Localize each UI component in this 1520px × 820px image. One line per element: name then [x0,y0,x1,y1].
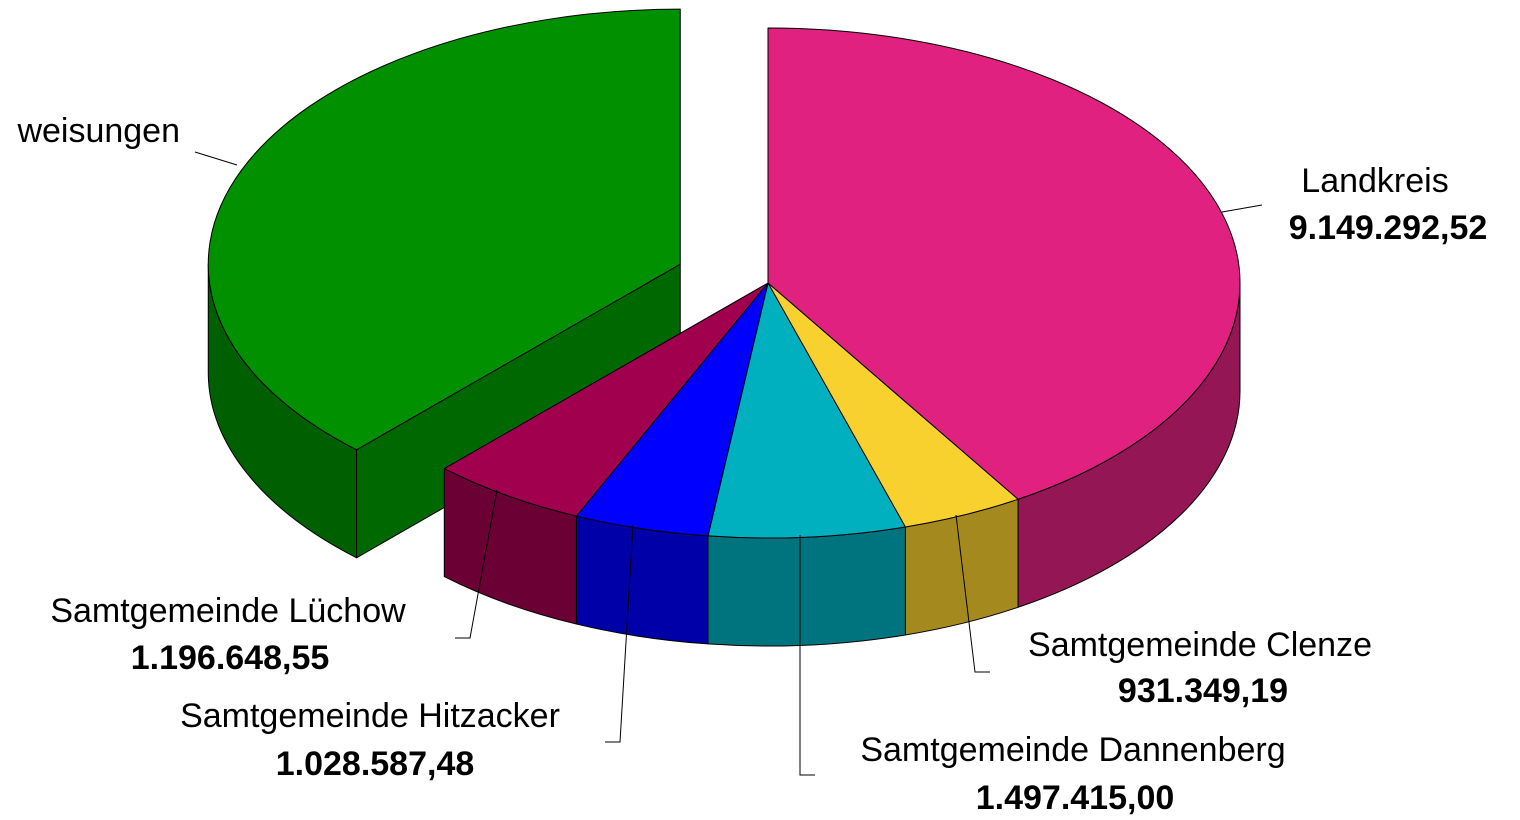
leader-line [455,489,498,639]
slice-label: Samtgemeinde Dannenberg [860,731,1285,769]
leader-line [799,535,815,776]
slice-value: 1.497.415,00 [976,779,1175,817]
leader-line [955,514,990,673]
slice-value: 1.028.587,48 [276,745,475,783]
slice-label: Samtgemeinde Lüchow [50,592,406,630]
slice-label: Samtgemeinde Clenze [1028,626,1372,664]
slice [707,282,906,539]
slice-value: 9.149.292,52 [1289,209,1488,247]
leader-line [1221,204,1263,213]
slice-value: 931.349,19 [1118,672,1288,710]
slice [767,27,1241,500]
slice-label: weisungen [16,112,180,150]
slice-label: Samtgemeinde Hitzacker [180,697,560,735]
slice-label: Landkreis [1301,162,1448,200]
slice-value: 1.196.648,55 [131,639,330,677]
slice [207,8,681,451]
slice-wall [575,515,709,645]
leader-line [194,151,238,166]
slice-wall [707,526,906,647]
leader-line [605,524,634,743]
slice [443,282,769,517]
